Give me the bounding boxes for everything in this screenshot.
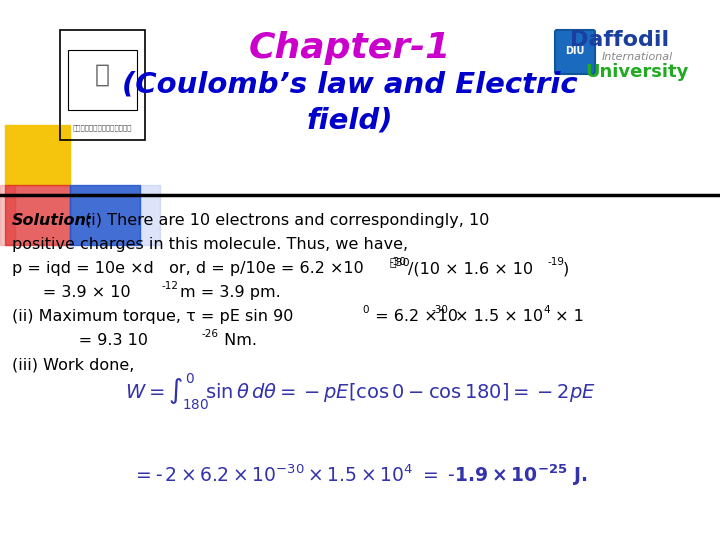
Text: বিশ্ববিদ্যালয়: বিশ্ববিদ্যালয় bbox=[73, 125, 132, 131]
Text: × 1: × 1 bbox=[550, 309, 584, 324]
Text: Nm.: Nm. bbox=[219, 333, 257, 348]
Text: = 9.3 10: = 9.3 10 bbox=[12, 333, 148, 348]
Text: /(10 × 1.6 × 10: /(10 × 1.6 × 10 bbox=[408, 261, 533, 276]
Text: (Coulomb’s law and Electric: (Coulomb’s law and Electric bbox=[122, 71, 578, 99]
Bar bbox=[68, 50, 137, 110]
Bar bbox=[5, 125, 70, 185]
Text: Daffodil: Daffodil bbox=[570, 30, 670, 50]
Text: -30: -30 bbox=[432, 305, 449, 315]
Text: University: University bbox=[585, 63, 689, 81]
Text: = 6.2 ×10: = 6.2 ×10 bbox=[370, 309, 458, 324]
Text: ⛩: ⛩ bbox=[95, 63, 110, 87]
Text: (iii) Work done,: (iii) Work done, bbox=[12, 357, 135, 372]
Text: -19: -19 bbox=[548, 257, 565, 267]
Text: × 1.5 × 10: × 1.5 × 10 bbox=[450, 309, 543, 324]
Text: (ii) Maximum torque, τ = pE sin 90: (ii) Maximum torque, τ = pE sin 90 bbox=[12, 309, 293, 324]
Text: DIU: DIU bbox=[565, 46, 585, 56]
Text: Chapter-1: Chapter-1 bbox=[249, 31, 451, 65]
Text: -26: -26 bbox=[201, 329, 218, 339]
Text: positive charges in this molecule. Thus, we have,: positive charges in this molecule. Thus,… bbox=[12, 237, 408, 252]
Text: International: International bbox=[601, 52, 672, 62]
Text: field): field) bbox=[307, 106, 393, 134]
Text: p = iqd = 10e ×d   or, d = p/10e = 6.2 ×10: p = iqd = 10e ×d or, d = p/10e = 6.2 ×10 bbox=[12, 261, 364, 276]
Text: = 3.9 × 10: = 3.9 × 10 bbox=[12, 285, 130, 300]
FancyBboxPatch shape bbox=[555, 30, 595, 74]
Text: Solution:: Solution: bbox=[12, 213, 94, 228]
Text: 0: 0 bbox=[362, 305, 369, 315]
Bar bbox=[0, 185, 15, 245]
Bar bbox=[5, 185, 70, 245]
Text: ⁳30: ⁳30 bbox=[390, 257, 410, 267]
Text: $= \text{-}\,2 \times 6.2 \times 10^{-30} \times 1.5 \times 10^{4}\ =\ \mathbf{\: $= \text{-}\,2 \times 6.2 \times 10^{-30… bbox=[132, 462, 588, 488]
Text: (i) There are 10 electrons and correspondingly, 10: (i) There are 10 electrons and correspon… bbox=[85, 213, 490, 228]
Text: -30: -30 bbox=[390, 257, 407, 267]
Text: $W = \int_{180}^{0} \!\sin\theta\,d\theta = -pE[\cos 0 - \cos 180] = -2pE$: $W = \int_{180}^{0} \!\sin\theta\,d\thet… bbox=[125, 372, 595, 412]
Text: -12: -12 bbox=[162, 281, 179, 291]
Text: m = 3.9 pm.: m = 3.9 pm. bbox=[180, 285, 281, 300]
Text: 4: 4 bbox=[543, 305, 549, 315]
Text: ): ) bbox=[563, 261, 570, 276]
Bar bbox=[140, 185, 160, 245]
Bar bbox=[60, 30, 145, 140]
Bar bbox=[70, 185, 140, 245]
